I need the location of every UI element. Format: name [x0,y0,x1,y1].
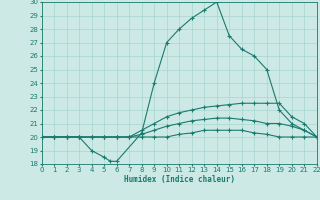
X-axis label: Humidex (Indice chaleur): Humidex (Indice chaleur) [124,175,235,184]
